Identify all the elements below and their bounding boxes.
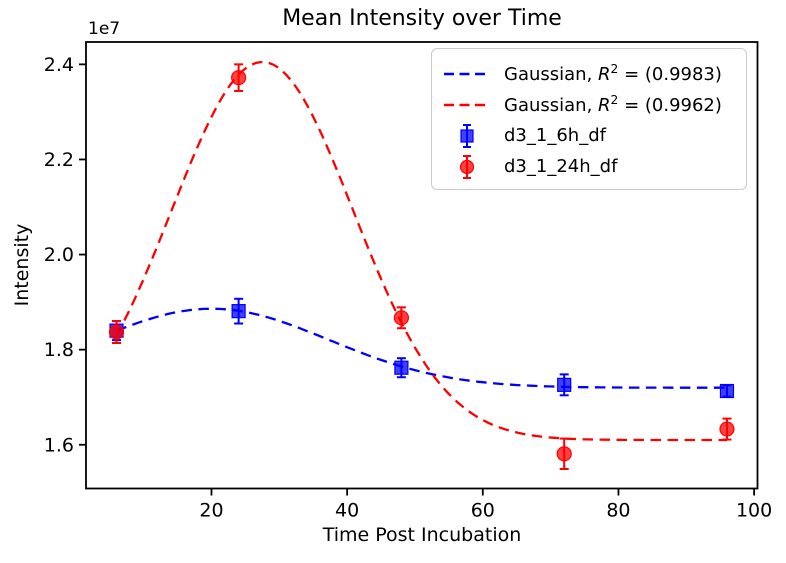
fit-curve-blue [116,307,727,389]
data-point-marker [719,383,735,399]
legend-dashed-line-sample [444,103,490,106]
y-tick-label: 1.8 [44,339,74,361]
legend-item-2: d3_1_6h_df [442,120,736,151]
data-point-marker [556,446,572,462]
legend-label: d3_1_24h_df [504,156,618,177]
y-axis-offset-label: 1e7 [88,19,121,39]
legend-errorbar-circle-sample [459,154,475,179]
legend-label: d3_1_6h_df [504,125,606,146]
legend-label: Gaussian, R2 = (0.9983) [504,62,722,85]
y-tick-label: 2.0 [44,244,74,266]
legend: Gaussian, R2 = (0.9983) Gaussian, R2 = (0… [431,48,747,190]
chart-title: Mean Intensity over Time [282,6,562,31]
data-series-d3_1_24h_df [108,63,735,471]
legend-item-3: d3_1_24h_df [442,151,736,182]
data-point-marker [719,421,735,437]
data-point-marker [393,310,410,326]
x-tick-label: 20 [199,500,223,522]
data-point-marker [231,304,246,319]
data-point-marker [557,377,572,392]
data-point-marker [108,324,125,340]
x-tick-label: 40 [335,500,359,522]
y-tick-label: 2.4 [44,54,74,76]
legend-errorbar-square-sample [460,123,474,148]
x-axis-label: Time Post Incubation [322,524,522,546]
x-tick-label: 60 [471,500,495,522]
y-tick-label: 1.6 [44,434,74,456]
legend-item-0: Gaussian, R2 = (0.9983) [442,58,736,89]
axes-frame: 20 40 60 80 100 1.6 1.8 2.0 2.2 2.4 [44,41,772,522]
fit-curve-red [115,60,727,442]
y-axis-label: Intensity [11,223,33,307]
x-tick-label: 100 [736,500,772,522]
legend-dashed-line-sample [444,72,490,75]
legend-item-1: Gaussian, R2 = (0.9962) [442,89,736,120]
data-point-marker [231,70,247,86]
data-point-marker [394,360,409,375]
data-series-d3_1_6h_df [109,297,735,399]
y-tick-label: 2.2 [44,149,74,171]
x-tick-label: 80 [606,500,630,522]
legend-label: Gaussian, R2 = (0.9962) [504,93,722,116]
